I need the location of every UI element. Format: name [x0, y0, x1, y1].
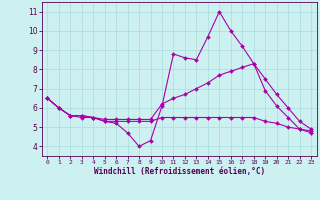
- X-axis label: Windchill (Refroidissement éolien,°C): Windchill (Refroidissement éolien,°C): [94, 167, 265, 176]
